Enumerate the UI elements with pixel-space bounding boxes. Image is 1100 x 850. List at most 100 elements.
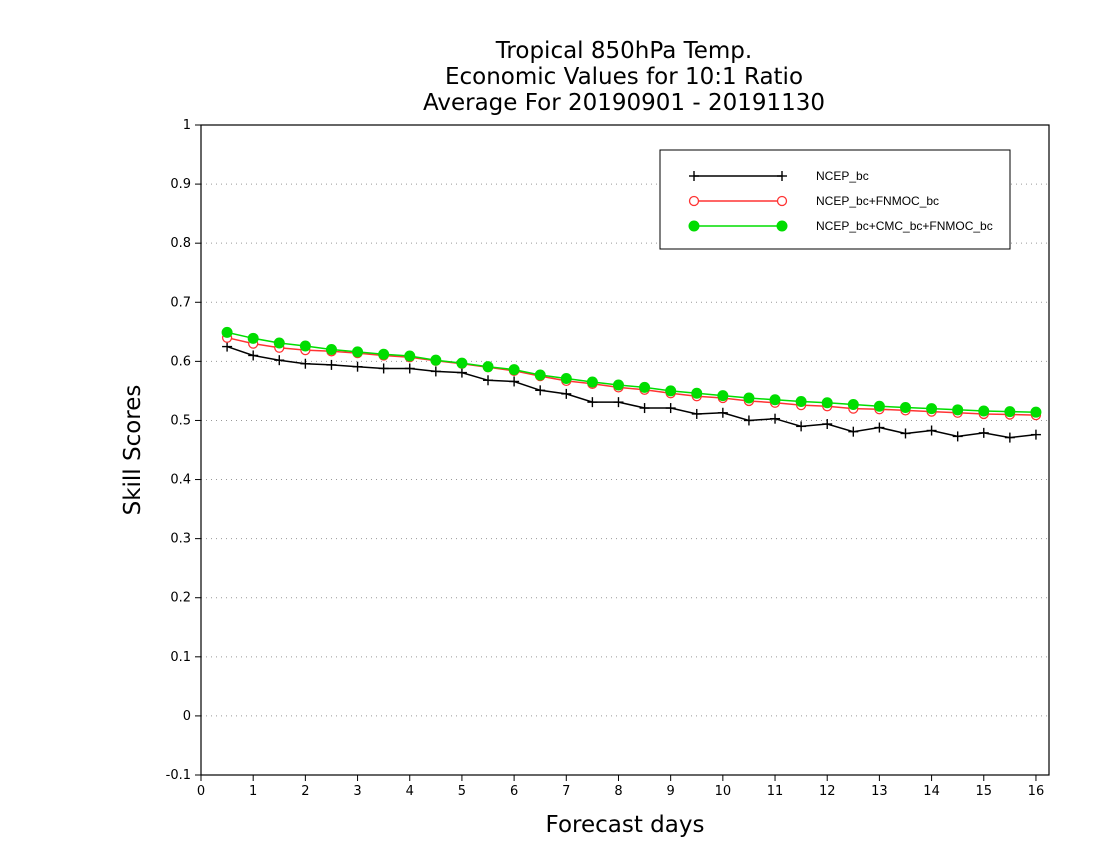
legend-box (659, 149, 1011, 250)
filled-circle-marker (560, 373, 572, 384)
filled-circle-marker (691, 387, 703, 399)
legend-label: NCEP_bc+CMC_bc+FNMOC_bc (816, 219, 993, 233)
plus-marker (822, 419, 833, 429)
filled-circle-marker (430, 354, 442, 366)
plus-marker (535, 385, 546, 396)
filled-circle-marker (717, 390, 729, 402)
filled-circle-marker (978, 405, 990, 417)
y-tick-label: 0.4 (170, 473, 191, 488)
legend-item: NCEP_bc+FNMOC_bc (688, 194, 939, 208)
open-circle-marker (776, 195, 788, 207)
filled-circle-marker (926, 403, 938, 415)
plus-marker (926, 425, 937, 436)
plus-marker (665, 403, 676, 414)
plus-marker (352, 361, 363, 372)
x-tick-label: 16 (1028, 784, 1045, 799)
plus-marker (456, 367, 467, 378)
y-tick-label: 0 (183, 709, 191, 724)
plus-marker (248, 350, 259, 361)
filled-circle-marker (534, 369, 546, 381)
x-tick-label: 1 (249, 784, 257, 799)
x-tick-label: 14 (923, 784, 940, 799)
filled-circle-marker (1030, 406, 1042, 418)
filled-circle-marker (299, 340, 311, 352)
filled-circle-marker (952, 404, 964, 416)
y-tick-label: 0.2 (170, 591, 191, 606)
filled-circle-marker (795, 396, 807, 408)
plus-marker (743, 415, 754, 426)
filled-circle-marker (404, 350, 416, 362)
series-line (226, 331, 1037, 413)
plot-frame (200, 124, 1050, 776)
x-tick-label: 13 (871, 784, 888, 799)
filled-circle-marker (586, 376, 598, 388)
filled-circle-marker (665, 385, 677, 397)
y-tick-label: 0.5 (170, 413, 191, 428)
plus-marker (770, 413, 781, 424)
filled-circle-marker (273, 337, 285, 349)
y-tick-label: 0.1 (170, 650, 191, 665)
filled-circle-marker (769, 394, 781, 406)
chart-title-line-2: Economic Values for 10:1 Ratio (445, 64, 803, 90)
plus-marker (639, 403, 650, 414)
filled-circle-marker (743, 392, 755, 404)
plus-marker (483, 375, 494, 386)
x-tick-label: 2 (301, 784, 309, 799)
x-tick-label: 10 (715, 784, 732, 799)
filled-circle-marker (776, 220, 788, 232)
x-axis-ticks: 0 1 2 3 4 5 6 7 8 9 10 11 12 13 14 15 16 (197, 775, 1044, 799)
plus-marker (430, 366, 441, 377)
grid-lines (201, 183, 1049, 717)
chart-title-line-1: Tropical 850hPa Temp. (495, 38, 752, 64)
x-axis-label: Forecast days (546, 812, 705, 838)
plus-marker (978, 427, 989, 438)
filled-circle-marker (378, 348, 390, 360)
series-1 (222, 341, 1041, 443)
x-tick-label: 7 (562, 784, 570, 799)
x-tick-label: 12 (819, 784, 836, 799)
filled-circle-marker (847, 399, 859, 410)
plus-marker (689, 171, 699, 181)
y-axis-ticks: -0.1 0 0.1 0.2 0.3 0.4 0.5 0.6 0.7 0.8 0.9 1 (166, 118, 201, 783)
legend-item: NCEP_bc+CMC_bc+FNMOC_bc (688, 219, 993, 233)
chart-title: Tropical 850hPa Temp. Economic Values fo… (423, 38, 825, 116)
y-tick-label: 0.8 (170, 236, 191, 251)
filled-circle-marker (873, 400, 885, 412)
y-tick-label: 0.7 (170, 295, 191, 310)
plus-marker (587, 397, 598, 408)
filled-circle-marker (352, 346, 364, 358)
x-tick-label: 8 (614, 784, 622, 799)
y-axis-label: Skill Scores (120, 385, 146, 516)
x-tick-label: 4 (406, 784, 414, 799)
filled-circle-marker (482, 361, 494, 373)
open-circle-marker (688, 195, 700, 207)
plus-marker (561, 388, 572, 399)
plus-marker (796, 421, 807, 432)
x-tick-label: 11 (767, 784, 784, 799)
y-tick-label: -0.1 (166, 768, 191, 783)
filled-circle-marker (899, 401, 911, 413)
plus-marker (613, 397, 624, 408)
series-3 (221, 326, 1042, 418)
legend-item: NCEP_bc (689, 169, 869, 183)
chart-title-line-3: Average For 20190901 - 20191130 (423, 90, 825, 116)
series-2 (221, 332, 1042, 421)
filled-circle-marker (508, 364, 520, 376)
plus-marker (717, 407, 728, 418)
filled-circle-marker (612, 379, 624, 391)
plus-marker (509, 376, 520, 387)
x-tick-label: 15 (975, 784, 992, 799)
plus-marker (378, 363, 389, 374)
plus-marker (1004, 432, 1015, 443)
series-line (226, 336, 1037, 416)
x-tick-label: 3 (353, 784, 361, 799)
legend-label: NCEP_bc+FNMOC_bc (816, 194, 939, 208)
y-tick-label: 0.6 (170, 354, 191, 369)
plus-marker (300, 358, 311, 369)
plus-marker (1030, 429, 1041, 440)
x-tick-label: 0 (197, 784, 205, 799)
series-line (226, 345, 1037, 439)
x-tick-label: 9 (667, 784, 675, 799)
filled-circle-marker (325, 344, 337, 356)
